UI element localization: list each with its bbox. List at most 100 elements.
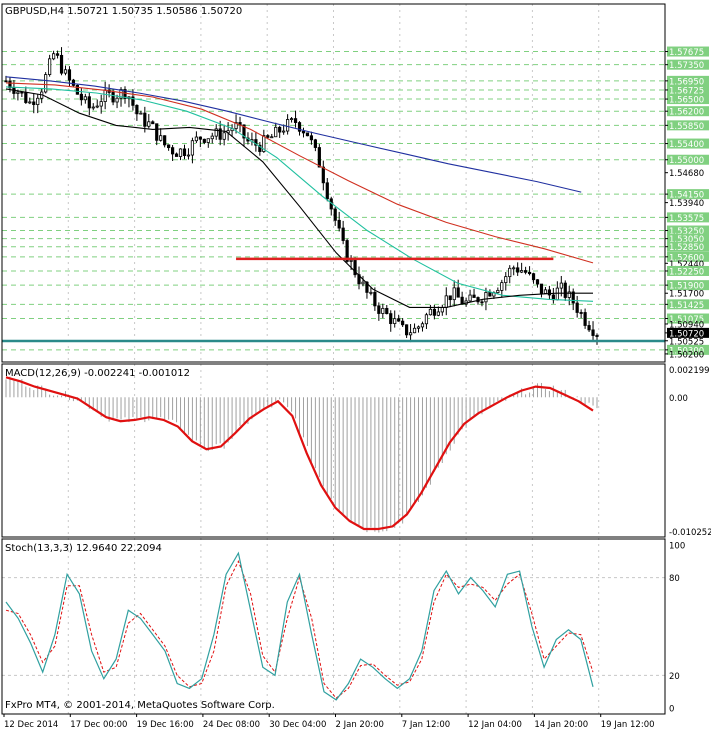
candle-body [512, 267, 516, 270]
candle-body [234, 122, 238, 130]
candle-body [143, 112, 147, 127]
macd-panel [5, 376, 598, 533]
price-axis-label: 1.53575 [669, 214, 704, 224]
candle-body [543, 289, 548, 294]
price-label-bg [667, 280, 709, 291]
macd-axis-label: -0.010252 [669, 528, 711, 538]
candle-body [420, 323, 425, 328]
candle-body [381, 308, 385, 314]
price-axis-label: 1.52850 [669, 243, 704, 253]
candle-body [567, 291, 571, 298]
current-price-tag [667, 327, 709, 338]
candle-body [408, 332, 413, 336]
candle-body [182, 148, 187, 156]
candle-body [353, 259, 357, 276]
candle-body [210, 135, 214, 140]
price-axis-label: 1.52440 [669, 260, 704, 270]
moving-average-line [5, 76, 582, 193]
candle-body [508, 267, 512, 278]
candle-body [405, 324, 409, 336]
macd-axis-label: 0.00 [669, 394, 688, 404]
candle-body [313, 139, 317, 148]
time-axis-label: 17 Dec 00:00 [70, 720, 127, 730]
candle-body [504, 276, 508, 284]
candle-body [595, 335, 599, 337]
price-label-bg [667, 225, 709, 236]
price-axis-label: 1.57350 [669, 61, 704, 71]
candle-body [103, 89, 107, 102]
time-axis-label: 19 Dec 16:00 [137, 720, 194, 730]
stoch-axis-label: 0 [669, 705, 674, 715]
price-axis-label: 1.51900 [669, 282, 704, 292]
candle-body [55, 53, 60, 56]
time-axis-label: 14 Jan 20:00 [534, 720, 588, 730]
candle-body [524, 270, 528, 273]
candle-body [591, 329, 595, 336]
candle-body [480, 301, 484, 304]
candle-body [305, 132, 310, 137]
candle-body [79, 93, 83, 101]
candle-body [535, 279, 540, 285]
candle-body [75, 85, 79, 95]
price-axis-label: 1.50200 [669, 350, 704, 360]
candle-body [222, 132, 226, 140]
price-axis-label: 1.57675 [669, 48, 704, 58]
price-axis-label: 1.51700 [669, 290, 704, 300]
candle-body [333, 208, 337, 221]
candle-body [174, 153, 179, 157]
macd-signal-line [5, 376, 594, 531]
candle-body [202, 138, 206, 143]
price-label-bg [667, 84, 709, 95]
price-axis-label: 1.51075 [669, 315, 704, 325]
moving-average-line [5, 88, 593, 308]
price-label-bg [667, 313, 709, 324]
candle-body [321, 166, 325, 184]
candle-body [151, 121, 155, 125]
candle-body [361, 281, 365, 285]
candle-body [341, 227, 345, 241]
candle-body [385, 308, 389, 315]
stoch-signal-line [5, 560, 594, 699]
candle-body [282, 130, 286, 133]
price-label-bg [667, 344, 709, 355]
candle-body [301, 130, 306, 134]
candle-body [48, 58, 52, 75]
candle-body [575, 302, 579, 313]
candle-body [71, 79, 76, 86]
candle-body [555, 287, 559, 301]
candle-body [373, 291, 377, 307]
candle-body [579, 312, 583, 314]
candle-body [266, 135, 270, 138]
candle-body [472, 294, 476, 298]
candle-body [242, 124, 246, 139]
candle-body [99, 101, 103, 107]
time-axis-label: 30 Dec 04:00 [269, 720, 326, 730]
candle-body [190, 140, 195, 156]
candle-body [87, 96, 91, 109]
candle-body [258, 144, 262, 152]
candle-body [115, 97, 119, 103]
price-label-bg [667, 265, 709, 276]
panel-border-1 [1, 3, 666, 363]
candle-body [325, 182, 329, 200]
candle-body [547, 289, 552, 296]
candle-body [571, 291, 575, 304]
candle-body [440, 307, 444, 313]
candle-body [496, 289, 500, 294]
stoch-main-line [5, 551, 594, 701]
chart-frame [1, 3, 666, 715]
candle-body [365, 281, 369, 293]
candle-body [456, 287, 460, 298]
price-axis-label: 1.50940 [669, 320, 704, 330]
candle-body [520, 270, 524, 273]
candle-body [123, 89, 127, 99]
candle-body [289, 118, 294, 120]
symbol-ohlc-label: GBPUSD,H4 1.50721 1.50735 1.50586 1.5072… [5, 6, 242, 17]
price-axis-label: 1.56200 [669, 108, 704, 118]
candle-body [28, 101, 32, 104]
candle-body [218, 128, 222, 140]
candle-body [274, 126, 278, 138]
candle-body [393, 318, 397, 324]
time-axis-label: 12 Jan 04:00 [468, 720, 522, 730]
price-label-bg [667, 138, 709, 149]
